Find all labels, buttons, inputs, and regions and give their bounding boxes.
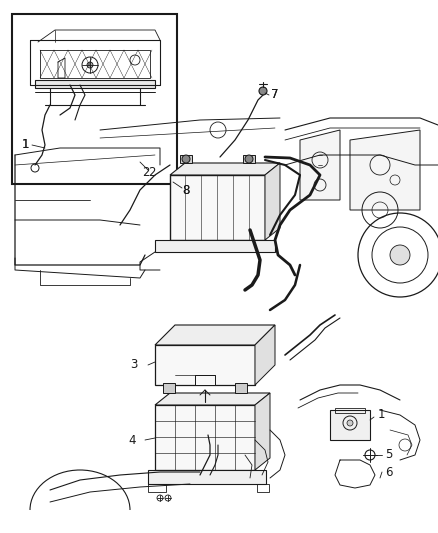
Text: 2: 2 [148, 166, 155, 180]
Circle shape [390, 245, 410, 265]
Text: 8: 8 [182, 183, 189, 197]
Text: 1: 1 [378, 408, 385, 422]
Polygon shape [265, 163, 280, 240]
Polygon shape [155, 325, 275, 345]
Text: 2: 2 [142, 166, 149, 179]
Bar [155, 240, 275, 252]
Text: 7: 7 [271, 88, 279, 101]
Bar [155, 405, 255, 470]
Polygon shape [175, 375, 215, 385]
Bar [335, 408, 365, 413]
Bar [330, 410, 370, 440]
Bar [148, 470, 266, 484]
Bar [35, 80, 155, 88]
Bar [12, 14, 177, 184]
Text: 4: 4 [128, 433, 135, 447]
Bar [243, 155, 255, 163]
Circle shape [182, 155, 190, 163]
Polygon shape [255, 393, 270, 470]
Bar [170, 175, 265, 240]
Text: 1: 1 [22, 139, 29, 151]
Text: 6: 6 [385, 465, 392, 479]
Polygon shape [350, 130, 420, 210]
Polygon shape [155, 345, 255, 385]
Circle shape [259, 87, 267, 95]
Circle shape [245, 155, 253, 163]
Circle shape [347, 420, 353, 426]
Polygon shape [300, 130, 340, 200]
Bar [235, 383, 247, 393]
Circle shape [87, 62, 93, 68]
Text: 1: 1 [22, 139, 29, 151]
Text: 8: 8 [182, 183, 189, 197]
Bar [180, 155, 192, 163]
Text: 5: 5 [385, 448, 392, 462]
Bar [163, 383, 175, 393]
Polygon shape [170, 163, 280, 175]
Text: 7: 7 [271, 88, 279, 101]
Text: 3: 3 [130, 359, 138, 372]
Polygon shape [255, 325, 275, 385]
Polygon shape [155, 393, 270, 405]
